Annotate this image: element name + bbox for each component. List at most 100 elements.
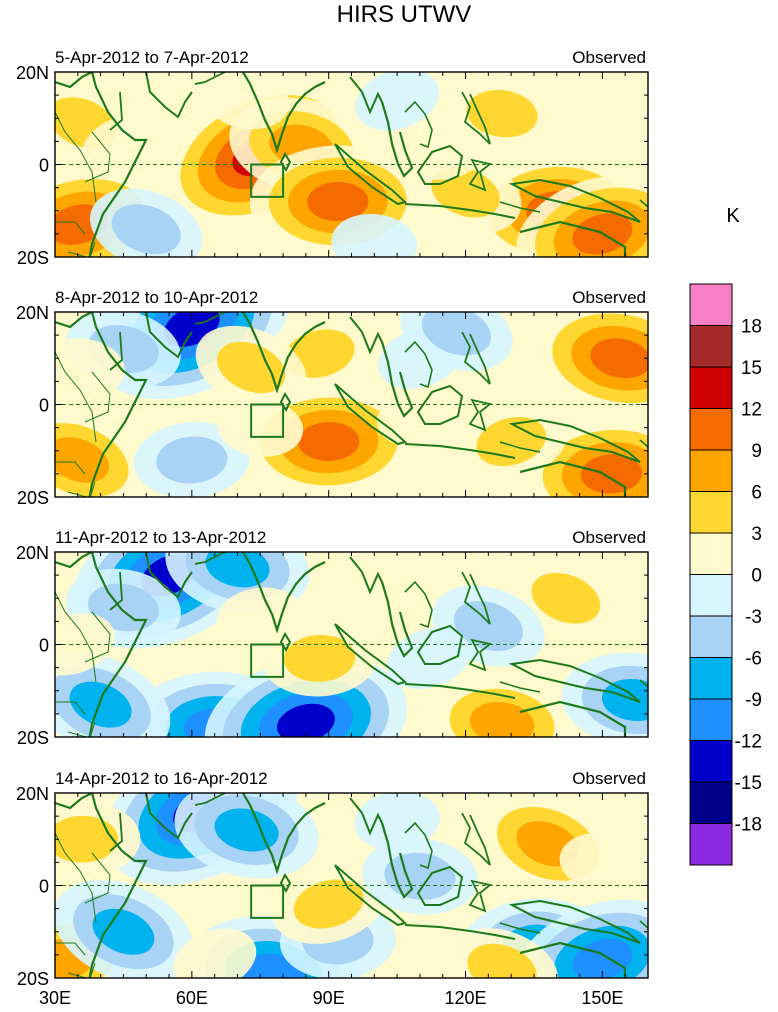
panel-period: 14-Apr-2012 to 16-Apr-2012 [55, 769, 268, 788]
contour-region [55, 437, 110, 483]
x-tick-label: 30E [39, 988, 71, 1008]
colorbar-swatch [689, 532, 733, 575]
colorbar-swatch [689, 574, 733, 617]
field-layer [55, 552, 648, 737]
contour-region [469, 701, 535, 737]
map-panel: 20N 0 20S 14-Apr-2012 to 16-Apr-2012 Observe… [16, 769, 649, 989]
field-layer [55, 793, 648, 978]
colorbar-units: K [726, 205, 740, 227]
map-panel: 20N 0 20S 11-Apr-2012 to 13-Apr-2012 Observe… [16, 528, 649, 748]
chart-title: HIRS UTWV [337, 1, 472, 28]
colorbar-label: -9 [745, 690, 762, 711]
colorbar-label: 0 [751, 566, 762, 587]
colorbar-label: -3 [745, 607, 762, 628]
x-tick-label: 60E [176, 988, 208, 1008]
colorbar-label: 18 [741, 317, 762, 338]
x-tick-label: 120E [445, 988, 487, 1008]
colorbar-label: -6 [745, 649, 762, 670]
contour-region [203, 72, 290, 130]
contour-region [467, 943, 537, 978]
colorbar-swatch [689, 283, 733, 326]
y-tick-label: 0 [39, 156, 49, 176]
colorbar-swatch [689, 615, 733, 658]
contour-region [156, 436, 228, 484]
contour-region [217, 587, 304, 647]
panel-label: Observed [572, 769, 646, 788]
colorbar-swatch [689, 449, 733, 492]
colorbar-swatch [689, 740, 733, 783]
y-tick-label: 20N [16, 543, 49, 563]
panel-label: Observed [572, 528, 646, 547]
contour-region [293, 879, 364, 929]
colorbar-swatch [689, 781, 733, 824]
contour-region [307, 182, 369, 221]
contour-region [92, 908, 155, 955]
contour-region [399, 121, 486, 180]
region-box [250, 403, 285, 438]
y-tick-label: 20S [17, 248, 49, 268]
y-tick-label: 20S [17, 728, 49, 748]
field-layer [55, 312, 648, 497]
colorbar-label: -15 [735, 773, 762, 794]
y-tick-label: 20N [16, 784, 49, 804]
contour-region [243, 953, 305, 978]
x-axis: 30E 60E 90E 120E 150E [39, 988, 623, 1008]
contour-region [531, 572, 601, 624]
y-tick-label: 0 [39, 636, 49, 656]
colorbar-label: 12 [741, 400, 762, 421]
contour-region [331, 213, 418, 257]
field-layer [55, 72, 648, 257]
colorbar-swatch [689, 325, 733, 368]
contour-region [55, 613, 115, 676]
contour-region [81, 115, 166, 177]
y-tick-label: 20S [17, 488, 49, 508]
colorbar-swatch [689, 657, 733, 700]
y-tick-label: 20N [16, 63, 49, 83]
colorbar-swatch [689, 491, 733, 534]
colorbar-label: 3 [751, 524, 762, 545]
region-box [250, 643, 285, 678]
contour-region [276, 703, 335, 737]
y-tick-label: 0 [39, 396, 49, 416]
contour-region [111, 204, 181, 255]
region-box [250, 163, 285, 198]
contour-region [283, 634, 356, 682]
map-panel: 20N 0 20S 5-Apr-2012 to 7-Apr-2012 Observed [16, 48, 649, 268]
y-tick-label: 0 [39, 877, 49, 897]
colorbar-label: 9 [751, 441, 762, 462]
panel-label: Observed [572, 288, 646, 307]
x-tick-label: 150E [581, 988, 623, 1008]
panel-period: 5-Apr-2012 to 7-Apr-2012 [55, 48, 249, 67]
contour-region [173, 928, 257, 978]
colorbar-label: -12 [735, 732, 762, 753]
panel-period: 8-Apr-2012 to 10-Apr-2012 [55, 288, 258, 307]
contour-region [217, 341, 286, 394]
contour-region [559, 79, 646, 139]
colorbar-swatch [689, 823, 733, 866]
contour-region [214, 808, 279, 852]
y-tick-label: 20N [16, 303, 49, 323]
contour-region [217, 398, 304, 457]
contour-region [580, 454, 643, 494]
contour-region [55, 338, 126, 397]
contour-region [298, 422, 360, 461]
contour-region [453, 601, 523, 651]
contour-region [559, 833, 646, 892]
colorbar-swatch [689, 408, 733, 451]
colorbar-swatch [689, 366, 733, 409]
region-box [250, 884, 285, 919]
contour-region [355, 72, 439, 131]
x-tick-label: 90E [313, 988, 345, 1008]
map-panel: 20N 0 20S 8-Apr-2012 to 10-Apr-2012 Observed [16, 288, 649, 508]
colorbar-label: 6 [751, 483, 762, 504]
contour-region [332, 558, 417, 620]
panel-label: Observed [572, 48, 646, 67]
colorbar: 18 15 12 9 6 3 0 -3 -6 -9 -12 -15 -18 [689, 283, 762, 866]
contour-region [205, 552, 270, 588]
colorbar-label: -18 [735, 815, 762, 836]
contour-region [354, 793, 440, 851]
contour-region [590, 338, 648, 379]
panel-period: 11-Apr-2012 to 13-Apr-2012 [55, 528, 266, 547]
